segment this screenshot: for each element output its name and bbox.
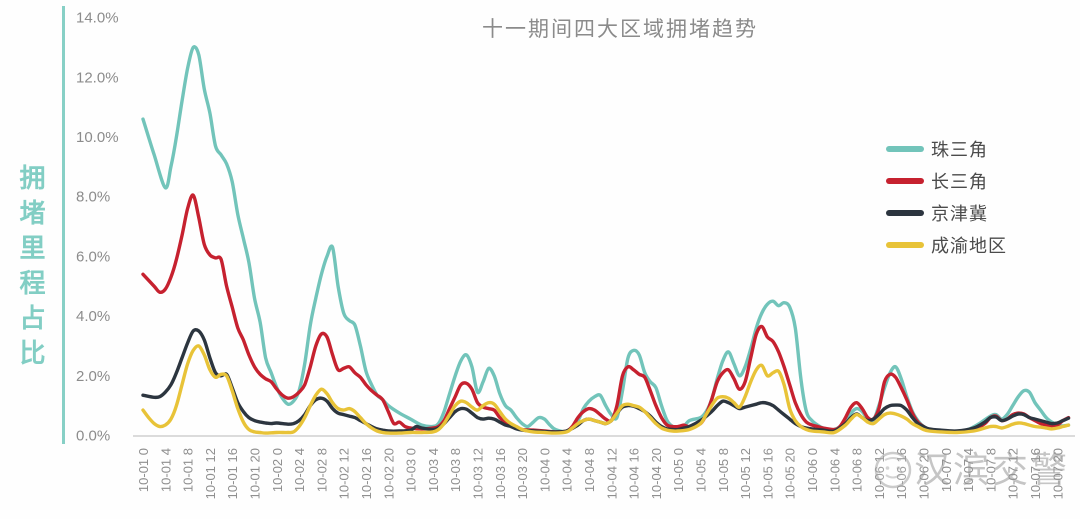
chart-title: 十一期间四大区域拥堵趋势	[482, 18, 758, 41]
x-tick-label: 10-07 12	[1006, 448, 1021, 499]
x-tick-label: 10-01 20	[248, 448, 263, 499]
x-tick-label: 10-03 4	[426, 448, 441, 492]
series-line-yangtze-river-delta	[141, 193, 1071, 434]
x-tick-label: 10-01 4	[158, 448, 173, 492]
x-tick-label: 10-01 16	[225, 448, 240, 499]
x-tick-label: 10-07 4	[961, 448, 976, 492]
y-tick-label: 2.0%	[76, 368, 110, 385]
y-tick-label: 4.0%	[76, 308, 110, 325]
legend-item-yangtze-river-delta: 长三角	[886, 165, 1007, 197]
legend-label: 珠三角	[931, 140, 988, 160]
x-tick-label: 10-03 12	[471, 448, 486, 499]
x-tick-label: 10-04 16	[627, 448, 642, 499]
y-tick-label: 8.0%	[76, 189, 110, 206]
x-tick-label: 10-01 8	[181, 448, 196, 492]
x-tick-label: 10-06 12	[872, 448, 887, 499]
x-tick-label: 10-02 0	[270, 448, 285, 492]
x-tick-label: 10-05 8	[716, 448, 731, 492]
x-tick-label: 10-05 4	[694, 448, 709, 492]
x-tick-label: 10-05 0	[671, 448, 686, 492]
legend: 珠三角长三角京津冀成渝地区	[886, 133, 1007, 261]
x-tick-label: 10-02 16	[359, 448, 374, 499]
legend-label: 成渝地区	[931, 236, 1007, 256]
y-tick-label: 6.0%	[76, 248, 110, 265]
x-tick-label: 10-06 20	[917, 448, 932, 499]
x-tick-label: 10-02 4	[292, 448, 307, 492]
y-tick-label: 0.0%	[76, 428, 110, 445]
x-tick-label: 10-06 0	[805, 448, 820, 492]
x-tick-label: 10-04 20	[649, 448, 664, 499]
x-tick-label: 10-04 4	[560, 448, 575, 492]
legend-item-pearl-river-delta: 珠三角	[886, 133, 1007, 165]
x-tick-label: 10-07 20	[1050, 448, 1065, 499]
legend-item-chengdu-chongqing: 成渝地区	[886, 229, 1007, 261]
legend-swatch-pearl-river-delta	[886, 146, 924, 152]
y-tick-label: 10.0%	[76, 129, 119, 146]
series-line-chengdu-chongqing	[141, 344, 1071, 435]
legend-swatch-beijing-tianjin-hebei	[886, 210, 924, 216]
legend-item-beijing-tianjin-hebei: 京津冀	[886, 197, 1007, 229]
x-tick-label: 10-07 0	[939, 448, 954, 492]
x-tick-label: 10-05 20	[783, 448, 798, 499]
x-tick-label: 10-02 12	[337, 448, 352, 499]
x-tick-label: 10-04 0	[537, 448, 552, 492]
legend-swatch-chengdu-chongqing	[886, 242, 924, 248]
legend-label: 长三角	[931, 172, 988, 192]
x-tick-label: 10-05 12	[738, 448, 753, 499]
series-line-pearl-river-delta	[141, 45, 1071, 434]
x-tick-label: 10-01 0	[136, 448, 151, 492]
x-tick-label: 10-03 8	[448, 448, 463, 492]
x-tick-label: 10-01 12	[203, 448, 218, 499]
x-tick-label: 10-07 8	[983, 448, 998, 492]
legend-label: 京津冀	[931, 204, 988, 224]
x-tick-label: 10-03 16	[493, 448, 508, 499]
y-axis-title: 拥堵里程占比	[16, 164, 46, 374]
x-tick-label: 10-07 16	[1028, 448, 1043, 499]
x-tick-label: 10-06 8	[850, 448, 865, 492]
x-tick-label: 10-04 12	[604, 448, 619, 499]
legend-swatch-yangtze-river-delta	[886, 178, 924, 184]
series-line-beijing-tianjin-hebei	[141, 328, 1071, 434]
y-axis-line	[62, 6, 65, 444]
x-tick-label: 10-06 4	[827, 448, 842, 492]
x-tick-label: 10-03 0	[404, 448, 419, 492]
x-tick-label: 10-04 8	[582, 448, 597, 492]
x-tick-label: 10-05 16	[760, 448, 775, 499]
x-tick-label: 10-02 8	[314, 448, 329, 492]
x-tick-label: 10-02 20	[381, 448, 396, 499]
y-tick-label: 14.0%	[76, 10, 119, 27]
y-tick-label: 12.0%	[76, 69, 119, 86]
x-tick-label: 10-06 16	[894, 448, 909, 499]
x-tick-label: 10-03 20	[515, 448, 530, 499]
